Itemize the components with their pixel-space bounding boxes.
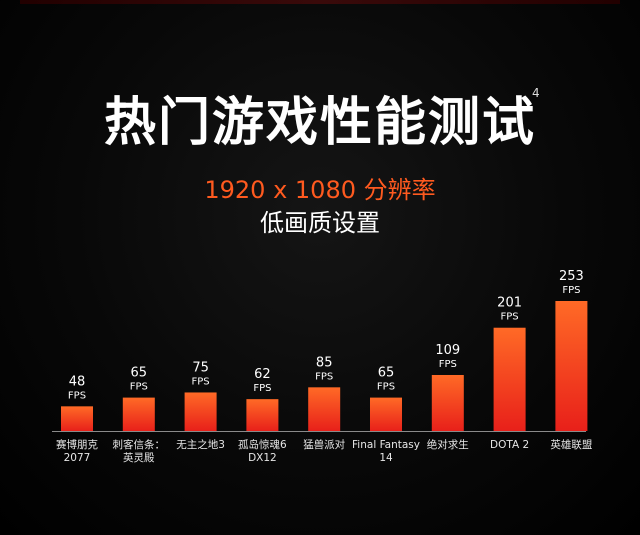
category-label-6: 绝对求生 xyxy=(427,438,469,451)
title-footnote: 4 xyxy=(532,86,540,100)
unit-label-4: FPS xyxy=(315,371,333,382)
category-label-3: 孤岛惊魂6 xyxy=(238,438,287,451)
bar-4 xyxy=(308,387,341,431)
bar-6 xyxy=(431,374,464,431)
category-label-5: 14 xyxy=(379,452,393,464)
category-label-0: 2077 xyxy=(64,452,91,464)
unit-label-1: FPS xyxy=(130,382,148,393)
unit-label-8: FPS xyxy=(562,285,580,296)
category-label-5: Final Fantasy xyxy=(352,439,420,451)
value-label-1: 65 xyxy=(131,366,148,381)
quality-subtitle: 低画质设置 xyxy=(260,209,380,237)
bar-8 xyxy=(555,301,588,431)
category-label-1: 英灵殿 xyxy=(123,451,155,464)
value-label-5: 65 xyxy=(378,366,395,381)
unit-label-6: FPS xyxy=(439,359,457,370)
bar-5 xyxy=(370,397,402,431)
unit-label-7: FPS xyxy=(501,312,519,323)
category-label-1: 刺客信条： xyxy=(113,438,166,451)
resolution-subtitle: 1920 x 1080 分辨率 xyxy=(204,176,436,204)
category-label-4: 猛兽派对 xyxy=(303,438,345,451)
page-title: 热门游戏性能测试 xyxy=(103,93,536,153)
value-label-0: 48 xyxy=(69,374,86,389)
category-label-3: DX12 xyxy=(248,452,277,464)
unit-label-5: FPS xyxy=(377,382,395,393)
value-label-7: 201 xyxy=(497,296,522,311)
bar-2 xyxy=(184,392,217,431)
category-label-8: 英雄联盟 xyxy=(550,438,592,451)
category-label-2: 无主之地3 xyxy=(176,438,225,451)
bar-3 xyxy=(246,399,279,431)
value-label-2: 75 xyxy=(192,360,209,375)
unit-label-0: FPS xyxy=(68,390,86,401)
value-label-3: 62 xyxy=(254,367,271,382)
bar-1 xyxy=(122,397,155,431)
top-accent-line xyxy=(20,0,620,4)
category-label-7: DOTA 2 xyxy=(490,439,529,451)
value-label-4: 85 xyxy=(316,355,333,370)
unit-label-3: FPS xyxy=(253,383,271,394)
bar-0 xyxy=(61,406,93,431)
value-label-6: 109 xyxy=(435,343,460,358)
category-label-0: 赛博朋克 xyxy=(56,438,98,451)
bar-7 xyxy=(493,327,526,431)
value-label-8: 253 xyxy=(559,269,584,284)
unit-label-2: FPS xyxy=(192,376,210,387)
